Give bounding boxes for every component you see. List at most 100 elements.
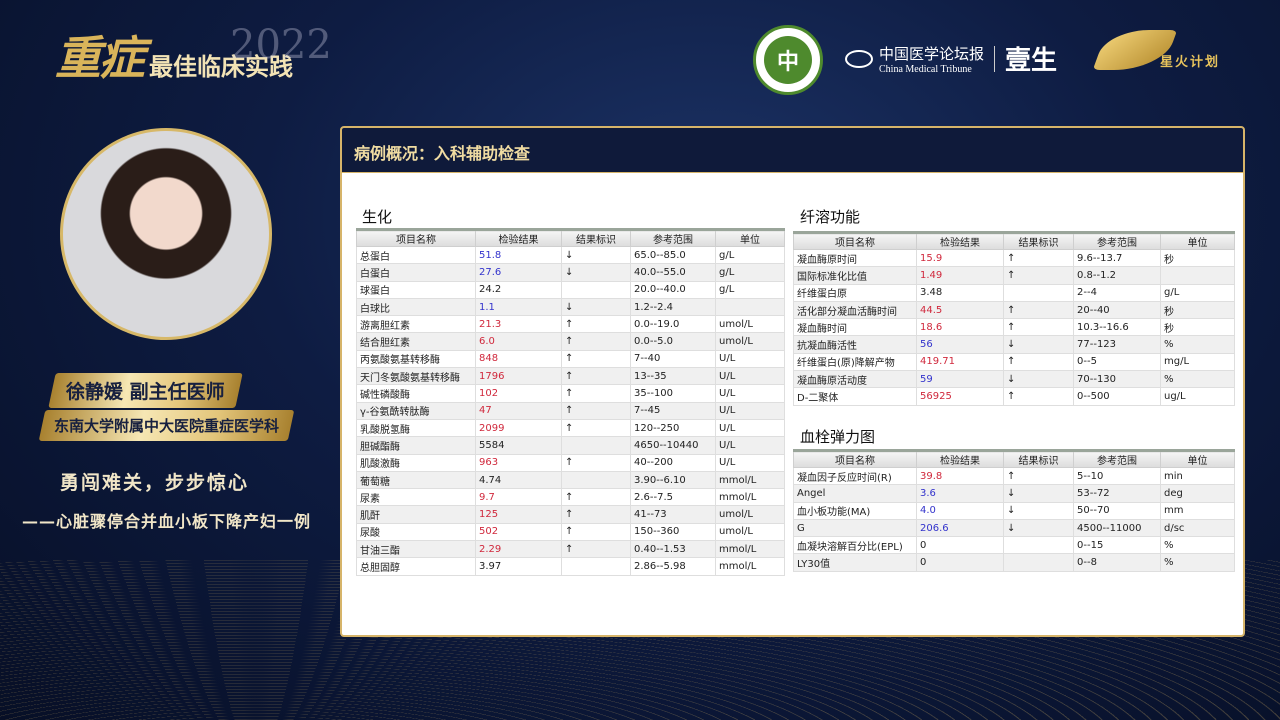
table-header: 项目名称 检验结果 结果标识 参考范围 单位 (793, 449, 1235, 468)
cell-result: 1.1 (475, 297, 562, 317)
cell-reference-range: 7--45 (630, 401, 716, 420)
cell-result: 1796 (475, 367, 562, 386)
cell-result: 47 (475, 401, 562, 420)
cell-result: 3.6 (916, 484, 1004, 503)
cell-item-name: 抗凝血酶活性 (793, 335, 917, 354)
cell-result: 125 (475, 505, 562, 524)
table-row: 球蛋白 24.2 20.0--40.0 g/L (356, 280, 785, 299)
cell-unit: U/L (715, 453, 785, 472)
spark-logo: 星火计划 (1092, 30, 1220, 70)
cell-reference-range: 120--250 (630, 418, 716, 438)
cell-result: 27.6 (475, 263, 562, 282)
cell-flag: ↑ (1003, 266, 1074, 285)
cell-flag (1003, 553, 1074, 572)
cell-result: 24.2 (475, 280, 562, 299)
table-row: γ-谷氨酰转肽酶 47 ↑ 7--45 U/L (356, 401, 785, 420)
cell-result: 0 (916, 553, 1004, 572)
speaker-name: 徐静媛 副主任医师 (66, 381, 225, 403)
cell-flag: ↑ (561, 418, 631, 438)
cell-unit: mm (1160, 501, 1235, 520)
cell-item-name: 凝血因子反应时间(R) (793, 466, 917, 486)
column-header-reference-range: 参考范围 (630, 228, 716, 247)
cell-item-name: 凝血酶原时间 (793, 248, 917, 268)
cell-item-name: γ-谷氨酰转肽酶 (356, 401, 476, 420)
cell-result: 206.6 (916, 518, 1004, 538)
cell-flag: ↓ (1003, 484, 1074, 503)
cell-item-name: 甘油三酯 (356, 540, 476, 559)
cell-reference-range: 7--40 (630, 349, 716, 369)
table-row: 葡萄糖 4.74 3.90--6.10 mmol/L (356, 470, 785, 490)
cell-item-name: 凝血酶原活动度 (793, 370, 917, 389)
cell-unit: umol/L (715, 522, 785, 542)
cell-item-name: 天门冬氨酸氨基转移酶 (356, 367, 476, 386)
cell-item-name: 结合胆红素 (356, 332, 476, 351)
cell-flag: ↑ (561, 540, 631, 559)
table-row: 活化部分凝血活酶时间 44.5 ↑ 20--40 秒 (793, 300, 1235, 320)
cell-reference-range: 2.6--7.5 (630, 488, 716, 507)
cell-unit: 秒 (1160, 318, 1235, 337)
cell-reference-range: 150--360 (630, 522, 716, 542)
cell-unit: mmol/L (715, 488, 785, 507)
cell-flag: ↑ (561, 488, 631, 507)
cell-unit: U/L (715, 418, 785, 438)
cell-flag (1003, 536, 1074, 555)
cell-flag: ↑ (561, 505, 631, 524)
cell-flag (561, 280, 631, 299)
cell-item-name: 球蛋白 (356, 280, 476, 299)
column-header-result: 检验结果 (475, 228, 562, 247)
cell-reference-range: 0--5 (1073, 352, 1161, 372)
cell-reference-range: 2--4 (1073, 283, 1161, 302)
cell-result: 848 (475, 349, 562, 369)
column-header-flag: 结果标识 (1003, 449, 1074, 468)
cell-unit: % (1160, 553, 1235, 572)
table-row: LY30值 0 0--8% (793, 553, 1235, 572)
cell-reference-range: 10.3--16.6 (1073, 318, 1161, 337)
column-header-result: 检验结果 (916, 449, 1004, 468)
table-row: 丙氨酸氨基转移酶 848 ↑ 7--40 U/L (356, 349, 785, 369)
cell-item-name: 凝血酶时间 (793, 318, 917, 337)
cell-reference-range: 41--73 (630, 505, 716, 524)
table-row: 天门冬氨酸氨基转移酶 1796 ↑ 13--35 U/L (356, 367, 785, 386)
cell-unit: d/sc (1160, 518, 1235, 538)
cell-result: 56 (916, 335, 1004, 354)
cell-result: 15.9 (916, 248, 1004, 268)
column-header-item-name: 项目名称 (793, 449, 917, 468)
brand-year: 2022 (230, 22, 332, 68)
event-brand: 2022 重 症 最佳临床实践 (55, 22, 332, 88)
cmt-en: China Medical Tribune (879, 63, 972, 75)
cell-result: 56925 (916, 387, 1004, 406)
column-header-item-name: 项目名称 (356, 228, 476, 247)
table-row: 白球比 1.1 ↓ 1.2--2.4 (356, 297, 785, 317)
table-row: D-二聚体 56925 ↑ 0--500 ug/L (793, 387, 1235, 406)
cell-reference-range: 70--130 (1073, 370, 1161, 389)
cell-result: 6.0 (475, 332, 562, 351)
cell-result: 21.3 (475, 315, 562, 334)
cell-result: 44.5 (916, 300, 1004, 320)
cell-reference-range: 40.0--55.0 (630, 263, 716, 282)
teg-table: 项目名称 检验结果 结果标识 参考范围 单位 凝血因子反应时间(R) 39.8 ↑ 5--10 m… (793, 449, 1235, 572)
column-header-unit: 单位 (1160, 231, 1235, 250)
cell-unit (1160, 266, 1235, 285)
affiliation-badge: 东南大学附属中大医院重症医学科 (38, 410, 295, 441)
cell-unit: % (1160, 370, 1235, 389)
hospital-logo: 中 (753, 25, 823, 95)
content-panel: 病例概况：入科辅助检查 生化 纤溶功能 血栓弹力图 项目名称 检验结果 结果标识 参考… (340, 126, 1245, 637)
cell-reference-range: 3.90--6.10 (630, 470, 716, 490)
panel-title: 病例概况：入科辅助检查 (342, 128, 1243, 173)
column-header-item-name: 项目名称 (793, 231, 917, 250)
cell-unit: % (1160, 335, 1235, 354)
cell-result: 502 (475, 522, 562, 542)
cell-flag: ↑ (1003, 466, 1074, 486)
table-row: 白蛋白 27.6 ↓ 40.0--55.0 g/L (356, 263, 785, 282)
cell-flag (561, 470, 631, 490)
column-header-unit: 单位 (715, 228, 785, 247)
cell-unit: mmol/L (715, 557, 785, 576)
table-row: Angel 3.6 ↓ 53--72 deg (793, 484, 1235, 503)
cell-item-name: 葡萄糖 (356, 470, 476, 490)
cell-flag: ↑ (561, 453, 631, 472)
cell-result: 2.29 (475, 540, 562, 559)
cell-unit (715, 297, 785, 317)
section-title-biochem: 生化 (362, 208, 393, 226)
cell-item-name: 纤维蛋白原 (793, 283, 917, 302)
cell-item-name: 总胆固醇 (356, 557, 476, 576)
